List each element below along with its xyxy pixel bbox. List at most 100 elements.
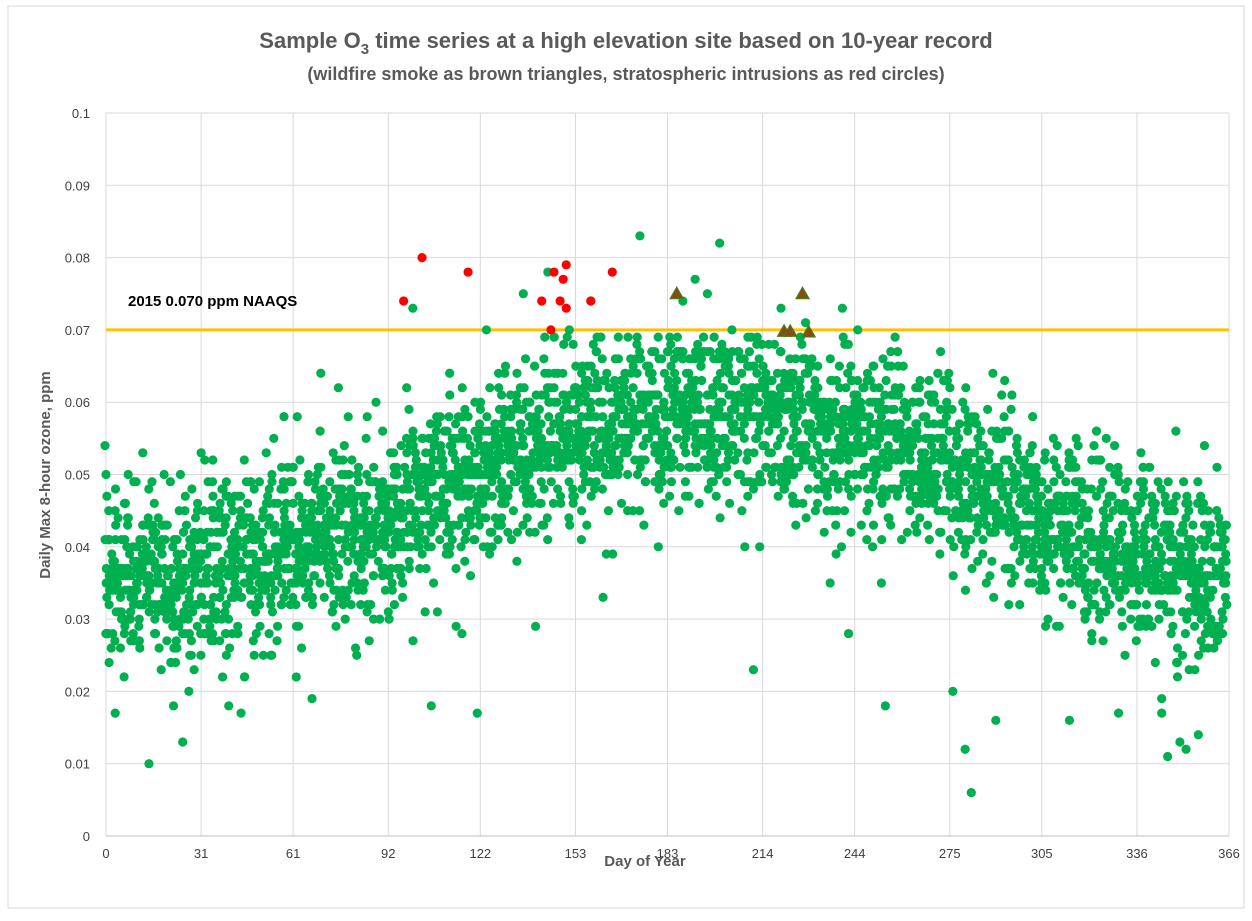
- ozone-point: [647, 368, 657, 378]
- ozone-point: [254, 592, 264, 603]
- ozone-point: [766, 448, 777, 458]
- ozone-point: [557, 462, 567, 472]
- ozone-point: [1037, 563, 1047, 574]
- ozone-point: [984, 448, 994, 458]
- ozone-point: [450, 455, 460, 465]
- ozone-point: [929, 419, 939, 429]
- ozone-point: [1153, 477, 1163, 487]
- ozone-point: [123, 513, 133, 523]
- chart-subtitle: (wildfire smoke as brown triangles, stra…: [307, 64, 944, 84]
- ozone-point: [969, 448, 979, 458]
- ozone-point: [589, 448, 599, 458]
- ozone-point: [264, 520, 274, 530]
- ozone-point: [1080, 614, 1090, 624]
- tick-labels: 0 31 61 92 122 153 183 214 244 275 305 336 36600.010…: [65, 106, 1240, 861]
- ozone-point: [886, 520, 896, 530]
- ozone-point: [1103, 535, 1113, 545]
- ozone-point: [208, 491, 218, 501]
- ozone-point: [764, 339, 774, 349]
- ozone-point: [800, 318, 811, 328]
- ozone-point: [1208, 585, 1218, 595]
- ozone-point: [506, 412, 516, 422]
- ozone-point: [212, 542, 222, 552]
- ozone-point: [1214, 621, 1224, 631]
- ozone-point: [967, 563, 977, 574]
- ozone-point: [542, 455, 553, 465]
- ozone-point: [1120, 484, 1130, 494]
- ozone-point: [497, 513, 507, 523]
- ozone-point: [1025, 448, 1035, 458]
- ozone-point: [423, 506, 434, 516]
- ozone-point: [1206, 614, 1216, 624]
- ozone-point: [142, 592, 152, 603]
- ozone-point: [1143, 614, 1154, 624]
- ozone-point: [632, 469, 643, 480]
- ozone-point: [822, 433, 832, 443]
- ozone-point: [972, 419, 982, 429]
- ozone-point: [797, 404, 807, 414]
- ozone-point: [211, 607, 221, 617]
- ozone-point: [447, 535, 457, 545]
- ozone-point: [231, 549, 241, 559]
- ozone-point: [134, 636, 144, 646]
- ozone-point: [347, 520, 357, 530]
- ozone-point: [729, 404, 740, 414]
- ozone-point: [389, 600, 400, 610]
- ozone-point: [267, 607, 278, 617]
- ozone-point: [218, 527, 228, 537]
- ozone-point: [163, 571, 173, 581]
- ozone-point: [168, 542, 178, 552]
- ozone-point: [356, 549, 366, 559]
- ozone-point: [715, 513, 725, 523]
- ozone-point: [1168, 498, 1178, 508]
- ozone-point: [912, 527, 922, 537]
- ozone-point: [1175, 549, 1185, 559]
- ozone-point: [497, 477, 507, 487]
- ozone-point: [782, 404, 792, 414]
- ozone-point: [429, 513, 439, 523]
- stratospheric-intrusion-point: [555, 296, 565, 306]
- ozone-point: [963, 455, 973, 465]
- ozone-point: [1127, 513, 1137, 523]
- ozone-point: [858, 383, 868, 393]
- x-axis-label: Day of Year: [604, 853, 686, 870]
- ozone-point: [564, 419, 574, 429]
- ozone-point: [232, 535, 243, 545]
- ozone-point: [1027, 542, 1037, 552]
- ozone-point: [693, 462, 703, 472]
- ozone-point: [426, 477, 436, 487]
- ozone-point: [927, 455, 937, 465]
- ozone-point: [926, 441, 937, 451]
- ozone-point: [582, 520, 592, 530]
- ozone-point: [666, 448, 676, 458]
- ozone-point: [830, 397, 841, 407]
- ozone-point: [1073, 542, 1084, 552]
- ozone-point: [1156, 549, 1167, 559]
- ozone-point: [789, 469, 799, 480]
- ozone-point: [801, 513, 811, 523]
- ozone-point: [353, 477, 363, 487]
- ozone-point: [1218, 614, 1228, 624]
- ozone-point: [739, 354, 749, 364]
- ozone-point: [125, 549, 135, 559]
- ozone-point: [325, 477, 335, 487]
- ozone-point: [487, 441, 497, 451]
- ozone-point: [1102, 571, 1112, 581]
- ozone-point: [1077, 498, 1087, 509]
- ozone-point: [881, 375, 891, 386]
- ozone-point: [623, 506, 633, 516]
- ozone-point: [1172, 672, 1183, 682]
- ozone-point: [368, 549, 378, 559]
- ozone-point: [346, 600, 356, 610]
- ozone-point: [712, 448, 722, 458]
- ozone-point: [119, 629, 129, 639]
- ozone-point: [104, 600, 114, 610]
- ozone-point: [321, 556, 331, 566]
- ozone-point: [623, 469, 633, 480]
- ozone-point: [248, 585, 258, 595]
- ozone-point: [192, 621, 202, 631]
- ozone-point: [555, 419, 565, 429]
- ozone-point: [175, 469, 185, 480]
- ozone-point: [165, 600, 175, 610]
- ozone-point: [470, 426, 480, 436]
